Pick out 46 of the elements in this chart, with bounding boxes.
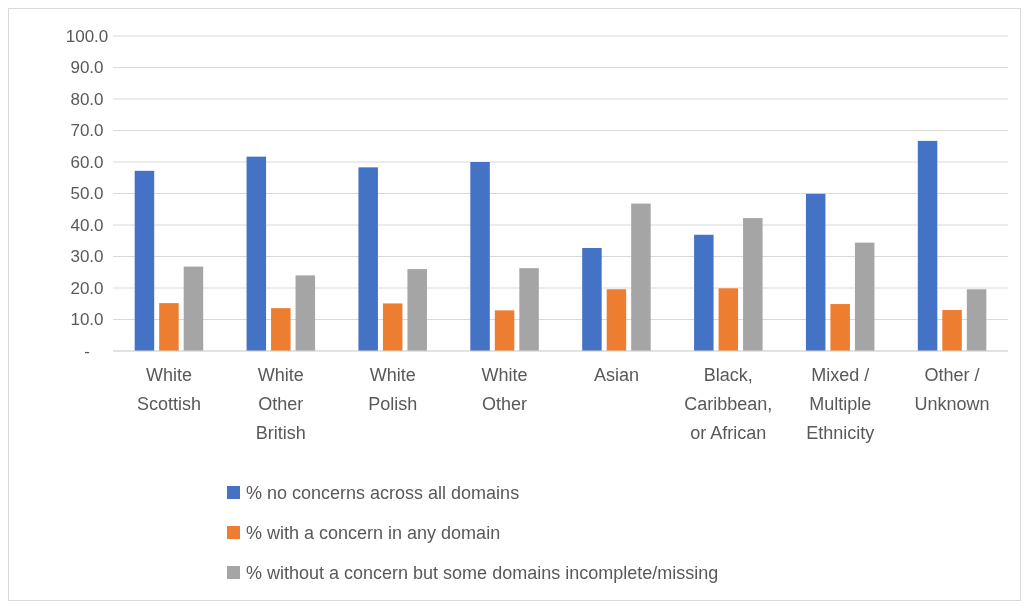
bar (743, 218, 763, 351)
bar (519, 268, 539, 351)
bar (966, 289, 987, 351)
bar (382, 303, 403, 351)
bar (942, 310, 962, 351)
bar (830, 304, 850, 351)
y-tick-label: - (84, 341, 90, 361)
bar (407, 269, 427, 351)
x-tick-label: Mixed / Multiple Ethnicity (806, 365, 875, 443)
x-tick-label: Black, Caribbean, or African (684, 365, 773, 443)
x-tick-label: Asian (593, 365, 639, 385)
y-tick-label: 100.0 (65, 26, 109, 46)
x-tick-label: Other / Unknown (914, 365, 990, 414)
bar (470, 162, 490, 351)
bar (854, 242, 875, 351)
bar (358, 167, 378, 351)
x-tick-label: White Scottish (136, 365, 201, 414)
y-tick-label: 80.0 (70, 89, 104, 109)
bar (494, 310, 515, 351)
x-tick-label: White Other (481, 365, 528, 414)
bar (917, 140, 938, 351)
legend-label: % with a concern in any domain (246, 523, 501, 544)
y-tick-label: 40.0 (70, 215, 104, 235)
y-tick-label: 30.0 (70, 247, 104, 267)
y-tick-label: 50.0 (70, 184, 104, 204)
bar (271, 308, 291, 351)
x-tick-label: White Other British (255, 365, 306, 443)
bar (183, 266, 204, 351)
y-tick-label: 20.0 (70, 278, 104, 298)
legend-label: % without a concern but some domains incomplete/missing (246, 563, 719, 584)
y-tick-label: 10.0 (70, 310, 104, 330)
y-tick-label: 70.0 (70, 121, 104, 141)
x-tick-label: White Polish (368, 365, 418, 414)
bar (582, 248, 602, 351)
bar (246, 156, 267, 351)
y-tick-label: 90.0 (70, 58, 104, 78)
bar (134, 170, 155, 351)
bar (295, 275, 316, 351)
bar (159, 303, 179, 351)
bar (718, 288, 739, 351)
bar (606, 289, 627, 351)
bar (631, 203, 651, 351)
legend-label: % no concerns across all domains (246, 483, 520, 504)
bar (805, 193, 826, 351)
y-tick-label: 60.0 (70, 152, 104, 172)
bar (694, 234, 714, 351)
